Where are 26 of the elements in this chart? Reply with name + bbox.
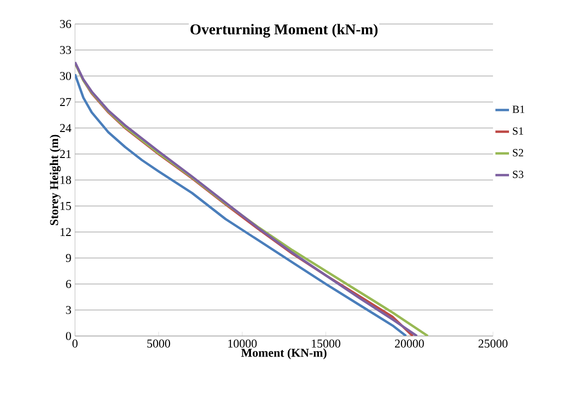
y-tick-label: 6	[66, 280, 72, 288]
y-tick-label: 36	[60, 20, 72, 28]
x-tick-label: 20000	[394, 340, 424, 348]
x-tick-label: 15000	[312, 340, 340, 348]
chart-title: Overturning Moment (kN-m)	[190, 24, 378, 38]
x-axis-title: Moment (KN-m)	[241, 348, 326, 360]
legend-label: S3	[512, 170, 524, 178]
legend-label: S1	[512, 127, 524, 135]
x-tick-label: 0	[72, 340, 78, 348]
y-tick-label: 21	[60, 150, 71, 158]
y-tick-label: 30	[60, 72, 72, 80]
y-tick-label: 3	[66, 306, 72, 314]
y-tick-label: 12	[60, 228, 71, 236]
x-tick-label: 5000	[147, 340, 170, 348]
y-tick-label: 24	[60, 124, 72, 132]
x-tick-label: 25000	[478, 340, 508, 348]
y-tick-label: 18	[60, 176, 72, 184]
y-tick-label: 33	[60, 46, 72, 54]
x-tick-label: 10000	[228, 340, 257, 348]
y-tick-label: 27	[60, 98, 72, 106]
y-tick-label: 15	[60, 202, 72, 210]
y-tick-label: 0	[66, 332, 72, 340]
y-tick-label: 9	[66, 254, 71, 262]
legend-label: S2	[512, 149, 524, 156]
y-axis-title: Storey Height (m)	[50, 134, 61, 226]
legend-label: B1	[512, 106, 524, 113]
